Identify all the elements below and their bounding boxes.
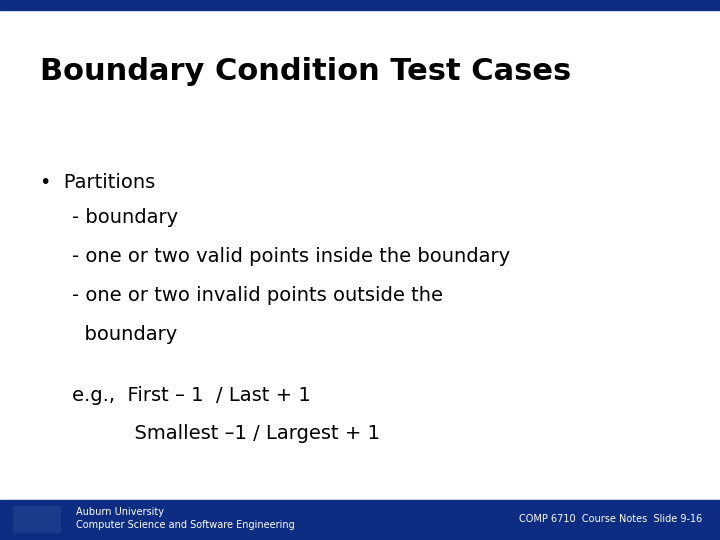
Bar [13,506,60,532]
Text: e.g.,  First – 1  / Last + 1: e.g., First – 1 / Last + 1 [72,386,311,405]
Text: Auburn University: Auburn University [76,507,163,517]
Text: - boundary: - boundary [72,208,178,227]
Text: Computer Science and Software Engineering: Computer Science and Software Engineerin… [76,520,294,530]
Bar [0,500,720,540]
Text: •  Partitions: • Partitions [40,173,155,192]
Bar [0,0,720,10]
Text: - one or two valid points inside the boundary: - one or two valid points inside the bou… [72,247,510,266]
Text: - one or two invalid points outside the: - one or two invalid points outside the [72,286,443,305]
Text: COMP 6710  Course Notes  Slide 9-16: COMP 6710 Course Notes Slide 9-16 [518,515,702,524]
Text: Boundary Condition Test Cases: Boundary Condition Test Cases [40,57,571,86]
Text: boundary: boundary [72,325,177,343]
Text: Smallest –1 / Largest + 1: Smallest –1 / Largest + 1 [72,424,380,443]
